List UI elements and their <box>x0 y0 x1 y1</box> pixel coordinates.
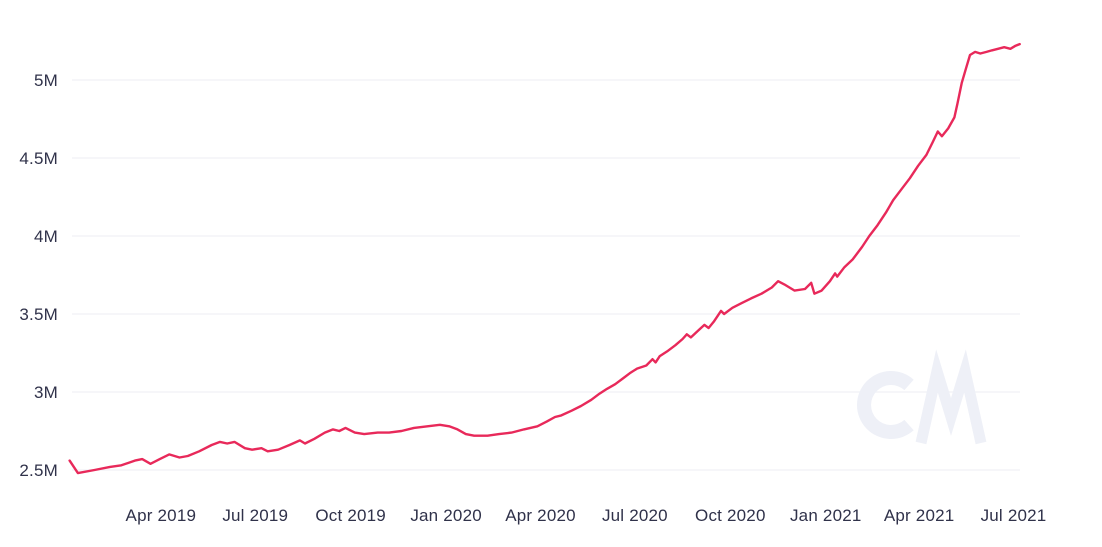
series-group <box>68 42 1021 475</box>
x-axis-labels-group: Apr 2019 Jul 2019 Oct 2019 Jan 2020 Apr 2020… <box>126 506 1047 525</box>
x-tick-label: Oct 2020 <box>695 506 766 525</box>
gridlines-group <box>72 79 1020 471</box>
x-tick-label: Apr 2020 <box>505 506 576 525</box>
y-axis-labels-group: 2.5M 3M 3.5M 4M 4.5M 5M <box>19 71 58 480</box>
y-tick-label: 3.5M <box>19 305 58 324</box>
y-tick-label: 4M <box>34 227 58 246</box>
x-tick-label: Jan 2020 <box>410 506 482 525</box>
x-tick-label: Jan 2021 <box>790 506 862 525</box>
y-tick-label: 3M <box>34 383 58 402</box>
y-tick-label: 4.5M <box>19 149 58 168</box>
x-tick-label: Jul 2021 <box>981 506 1047 525</box>
watermark-letter-m <box>915 349 987 445</box>
x-tick-label: Jul 2020 <box>602 506 668 525</box>
y-tick-label: 2.5M <box>19 461 58 480</box>
y-tick-label: 5M <box>34 71 58 90</box>
x-tick-label: Apr 2019 <box>126 506 197 525</box>
cm-watermark-logo <box>856 349 987 445</box>
x-tick-label: Jul 2019 <box>222 506 288 525</box>
series-line[interactable] <box>68 42 1021 475</box>
watermark-letter-c <box>856 371 914 439</box>
x-tick-label: Oct 2019 <box>315 506 386 525</box>
x-tick-label: Apr 2021 <box>884 506 955 525</box>
